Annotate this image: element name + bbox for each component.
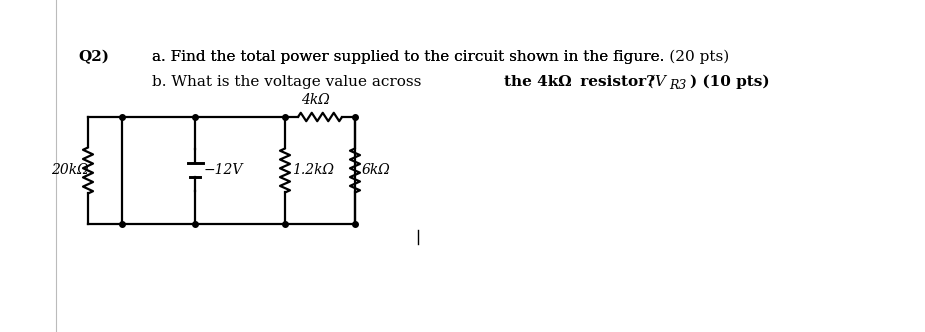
Text: a. Find the total power supplied to the circuit shown in the figure. ​: a. Find the total power supplied to the … <box>152 50 670 64</box>
Text: Q2): Q2) <box>78 50 109 64</box>
Text: R3: R3 <box>669 79 686 92</box>
Text: the 4kΩ: the 4kΩ <box>504 75 572 89</box>
Text: 4kΩ: 4kΩ <box>301 93 329 107</box>
Text: a. Find the total power supplied to the circuit shown in the figure.: a. Find the total power supplied to the … <box>152 50 670 64</box>
Text: a. Find the total power supplied to the circuit shown in the figure. (20 pts): a. Find the total power supplied to the … <box>152 50 729 64</box>
Text: (V: (V <box>644 75 666 89</box>
Text: 6kΩ: 6kΩ <box>362 163 390 178</box>
Text: 1.2kΩ: 1.2kΩ <box>292 163 334 178</box>
Text: −12V: −12V <box>204 163 243 178</box>
Text: 20kΩ: 20kΩ <box>51 163 89 178</box>
Text: b. What is the voltage value across: b. What is the voltage value across <box>152 75 426 89</box>
Text: ) (10 pts): ) (10 pts) <box>690 75 770 89</box>
Text: resistor?: resistor? <box>575 75 655 89</box>
